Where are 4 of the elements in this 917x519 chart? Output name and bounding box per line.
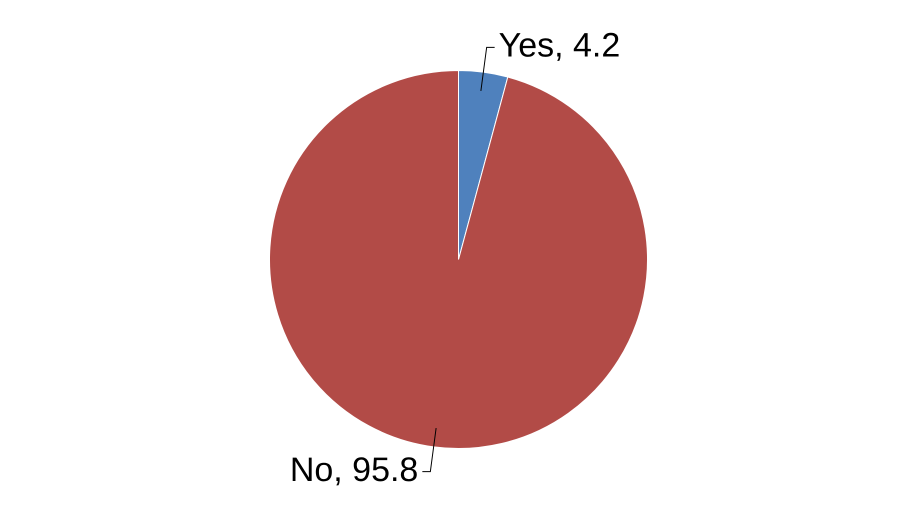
data-label: , 95.8	[333, 451, 418, 490]
slice-label: Yes	[498, 26, 554, 65]
slice-label: No	[290, 451, 334, 490]
data-label: , 4.2	[554, 26, 620, 65]
